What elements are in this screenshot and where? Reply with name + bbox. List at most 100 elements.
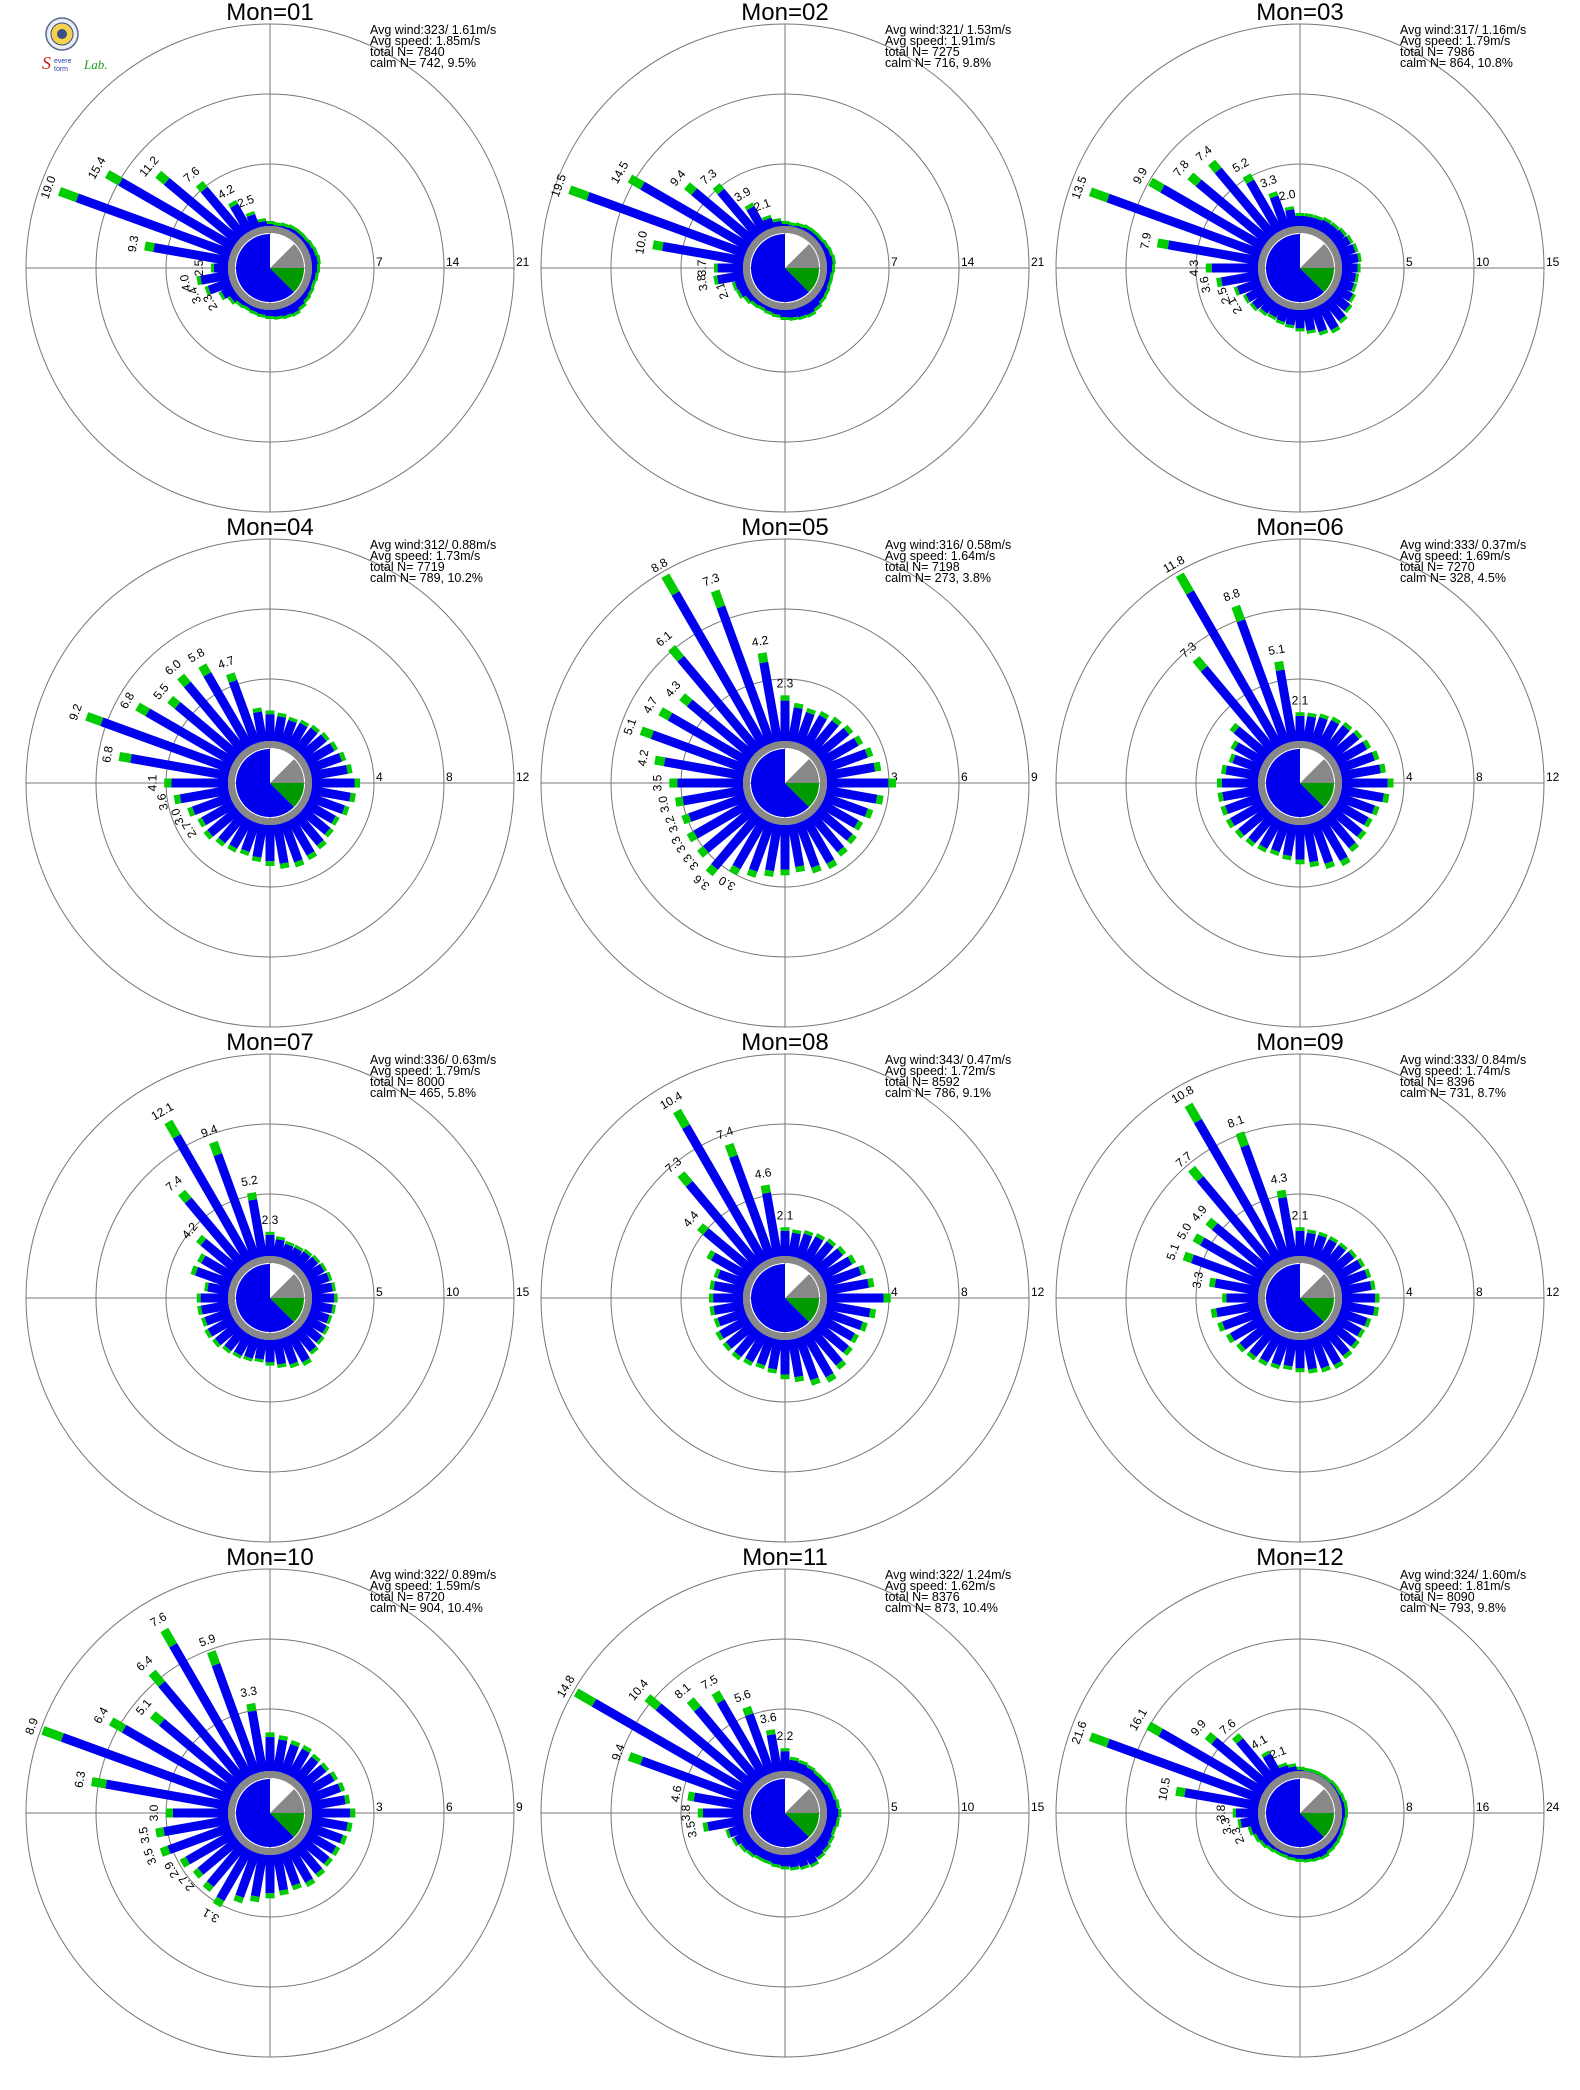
- bar-tip-segment: [322, 1325, 330, 1335]
- logo-text-line1: evere: [54, 58, 72, 65]
- bar-main-segment: [1337, 244, 1356, 258]
- stats-line: Avg wind:324/ 1.60m/s: [1400, 1568, 1526, 1582]
- bar-base-segment: [1258, 1305, 1269, 1317]
- bar-base-segment: [298, 1273, 309, 1285]
- bar-tip-segment: [307, 239, 315, 249]
- bar-base-segment: [798, 811, 810, 822]
- bar-tip-segment: [1339, 1792, 1346, 1803]
- bar-base-segment: [271, 301, 282, 311]
- bar-base-segment: [766, 1844, 778, 1855]
- wind-rose-panel: 5 10 152.03.35.27.47.89.913.57.94.33.62.52…: [1055, 0, 1560, 513]
- bar-tip-segment: [1237, 1818, 1242, 1829]
- bar-main-segment: [179, 785, 230, 804]
- bar-value-label: 5.5: [150, 680, 172, 702]
- bar-tip-segment: [1225, 1333, 1235, 1344]
- bar-tip-segment: [346, 764, 353, 774]
- bar-main-segment: [802, 1847, 818, 1866]
- stats-line: Avg speed: 1.79m/s: [370, 1064, 480, 1078]
- bar-base-segment: [1328, 796, 1339, 808]
- bar-main-segment: [299, 1764, 327, 1790]
- bar-tip-segment: [1208, 1277, 1217, 1288]
- bar-base-segment: [818, 1299, 828, 1310]
- bar-main-segment: [1246, 179, 1283, 234]
- bar-base-segment: [1275, 296, 1287, 307]
- bar-base-segment: [1261, 1788, 1272, 1800]
- bar-main-segment: [1211, 1737, 1271, 1790]
- bar-main-segment: [299, 291, 309, 302]
- bar-base-segment: [1331, 249, 1342, 261]
- bar-base-segment: [227, 1801, 237, 1812]
- bar-base-segment: [1258, 790, 1269, 802]
- bar-main-segment: [253, 711, 268, 743]
- calm-pie-green: [270, 268, 304, 293]
- stats-line: total N= 7840: [370, 45, 445, 59]
- bar-base-segment: [293, 287, 306, 299]
- calm-pie-white: [785, 234, 810, 268]
- bar-tip-segment: [1269, 849, 1280, 856]
- bar-main-segment: [1340, 1800, 1346, 1811]
- bar-base-segment: [1258, 249, 1269, 261]
- bar-base-segment: [792, 1844, 804, 1855]
- bar-base-segment: [1331, 1279, 1342, 1291]
- bar-tip-segment: [765, 1729, 776, 1736]
- bar-value-label: 10.5: [1155, 1776, 1173, 1802]
- bar-main-segment: [1234, 742, 1266, 766]
- bar-tip-segment: [1310, 1768, 1320, 1775]
- calm-pie-blue: [1266, 1779, 1325, 1847]
- bar-main-segment: [772, 220, 783, 228]
- bar-base-segment: [1301, 1770, 1312, 1780]
- bar-base-segment: [228, 1279, 239, 1291]
- bar-base-segment: [283, 811, 295, 822]
- bar-tip-segment: [1208, 159, 1222, 174]
- bar-main-segment: [1200, 1237, 1266, 1281]
- bar-tip-segment: [771, 217, 782, 223]
- bar-base-segment: [792, 814, 804, 825]
- bar-tip-segment: [1308, 1368, 1318, 1374]
- bar-tip-segment: [826, 1782, 834, 1792]
- bar-tip-segment: [764, 309, 774, 316]
- bar-main-segment: [1329, 1781, 1337, 1790]
- stats-line: Avg speed: 1.91m/s: [885, 34, 995, 48]
- bar-base-segment: [1264, 1832, 1277, 1844]
- bar-main-segment: [1240, 1815, 1260, 1828]
- bar-main-segment: [825, 1815, 837, 1827]
- bar-base-segment: [1323, 1782, 1336, 1794]
- bar-main-segment: [1245, 285, 1266, 303]
- stats-line: total N= 7198: [885, 560, 960, 574]
- bar-tip-segment: [679, 693, 693, 707]
- bar-base-segment: [1288, 1255, 1299, 1265]
- bar-base-segment: [804, 806, 816, 819]
- bar-tip-segment: [806, 707, 817, 716]
- bar-tip-segment: [324, 827, 334, 838]
- bar-main-segment: [819, 1830, 833, 1843]
- ring-tick-label: 15: [516, 1285, 530, 1299]
- bar-tip-segment: [1261, 1750, 1271, 1758]
- bar-main-segment: [693, 1792, 745, 1811]
- bar-tip-segment: [697, 1223, 709, 1235]
- bar-base-segment: [816, 1305, 827, 1317]
- bar-tip-segment: [743, 1358, 753, 1367]
- bar-main-segment: [1233, 726, 1271, 760]
- bar-main-segment: [825, 1300, 871, 1318]
- bar-main-segment: [1230, 1315, 1266, 1341]
- bar-base-segment: [786, 740, 797, 750]
- bar-base-segment: [792, 1256, 804, 1267]
- bar-base-segment: [808, 802, 821, 814]
- bar-tip-segment: [746, 868, 758, 878]
- bar-main-segment: [1340, 253, 1359, 266]
- bar-tip-segment: [1205, 1217, 1218, 1230]
- bar-tip-segment: [215, 837, 226, 847]
- bar-base-segment: [813, 243, 824, 255]
- bar-tip-segment: [1343, 1800, 1349, 1810]
- panel-title: Mon=05: [741, 514, 828, 541]
- stats-line: Avg speed: 1.59m/s: [370, 1579, 480, 1593]
- bar-value-label: 2.5: [1214, 285, 1233, 306]
- bar-base-segment: [1319, 1777, 1331, 1790]
- bar-main-segment: [1220, 270, 1260, 287]
- bar-main-segment: [287, 722, 308, 749]
- bar-value-label: 6.1: [653, 628, 675, 650]
- bar-base-segment: [293, 752, 306, 764]
- bar-main-segment: [1317, 1847, 1329, 1858]
- bar-tip-segment: [697, 846, 709, 858]
